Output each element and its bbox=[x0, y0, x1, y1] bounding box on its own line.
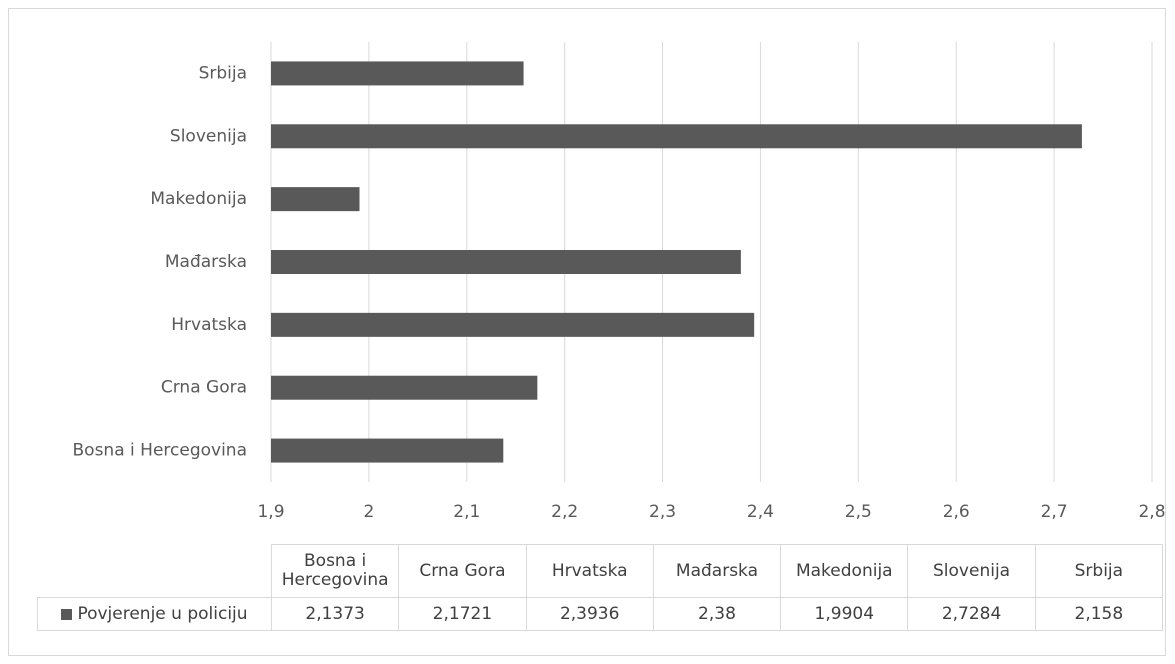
bar bbox=[271, 61, 524, 86]
bar bbox=[271, 438, 504, 463]
y-tick-label: Srbija bbox=[199, 63, 247, 83]
y-tick-label: Crna Gora bbox=[161, 378, 247, 398]
table-header-cell: Srbija bbox=[1034, 544, 1163, 598]
y-tick-label: Makedonija bbox=[150, 189, 247, 209]
chart-border bbox=[8, 8, 1166, 656]
table-value-cell: 2,38 bbox=[652, 597, 782, 631]
table-value-cell: 2,158 bbox=[1034, 597, 1163, 631]
bar bbox=[271, 187, 360, 212]
x-tick-label: 2,4 bbox=[747, 502, 774, 522]
bar bbox=[271, 250, 741, 274]
bar bbox=[271, 124, 1082, 149]
table-legend-cell: Povjerenje u policiju bbox=[37, 597, 272, 631]
x-tick-label: 2,5 bbox=[845, 502, 872, 522]
x-tick-label: 2 bbox=[363, 502, 374, 522]
y-tick-label: Slovenija bbox=[170, 126, 247, 146]
x-tick-label: 2,8 bbox=[1138, 502, 1165, 522]
x-tick-label: 2,6 bbox=[943, 502, 970, 522]
y-tick-label: Mađarska bbox=[165, 252, 247, 272]
table-header-cell: Hrvatska bbox=[525, 544, 654, 598]
table-header-cell: Mađarska bbox=[652, 544, 782, 598]
x-tick-label: 2,2 bbox=[551, 502, 578, 522]
table-value-cell: 2,1721 bbox=[398, 597, 527, 631]
y-tick-label: Bosna i Hercegovina bbox=[73, 441, 247, 461]
bar bbox=[271, 312, 755, 337]
x-tick-label: 2,7 bbox=[1041, 502, 1068, 522]
table-header-cell: Makedonija bbox=[780, 544, 909, 598]
legend-swatch bbox=[61, 608, 73, 620]
y-tick-label: Hrvatska bbox=[171, 315, 247, 335]
table-header-cell: Bosna i Hercegovina bbox=[271, 544, 400, 598]
x-tick-label: 1,9 bbox=[257, 502, 284, 522]
x-tick-label: 2,1 bbox=[453, 502, 480, 522]
table-value-cell: 1,9904 bbox=[780, 597, 909, 631]
table-value-cell: 2,7284 bbox=[907, 597, 1036, 631]
table-value-cell: 2,1373 bbox=[271, 597, 400, 631]
bar bbox=[271, 375, 538, 400]
table-header-cell: Crna Gora bbox=[398, 544, 527, 598]
x-tick-label: 2,3 bbox=[649, 502, 676, 522]
table-value-cell: 2,3936 bbox=[525, 597, 654, 631]
table-header-cell: Slovenija bbox=[907, 544, 1036, 598]
legend-label: Povjerenje u policiju bbox=[77, 603, 248, 624]
